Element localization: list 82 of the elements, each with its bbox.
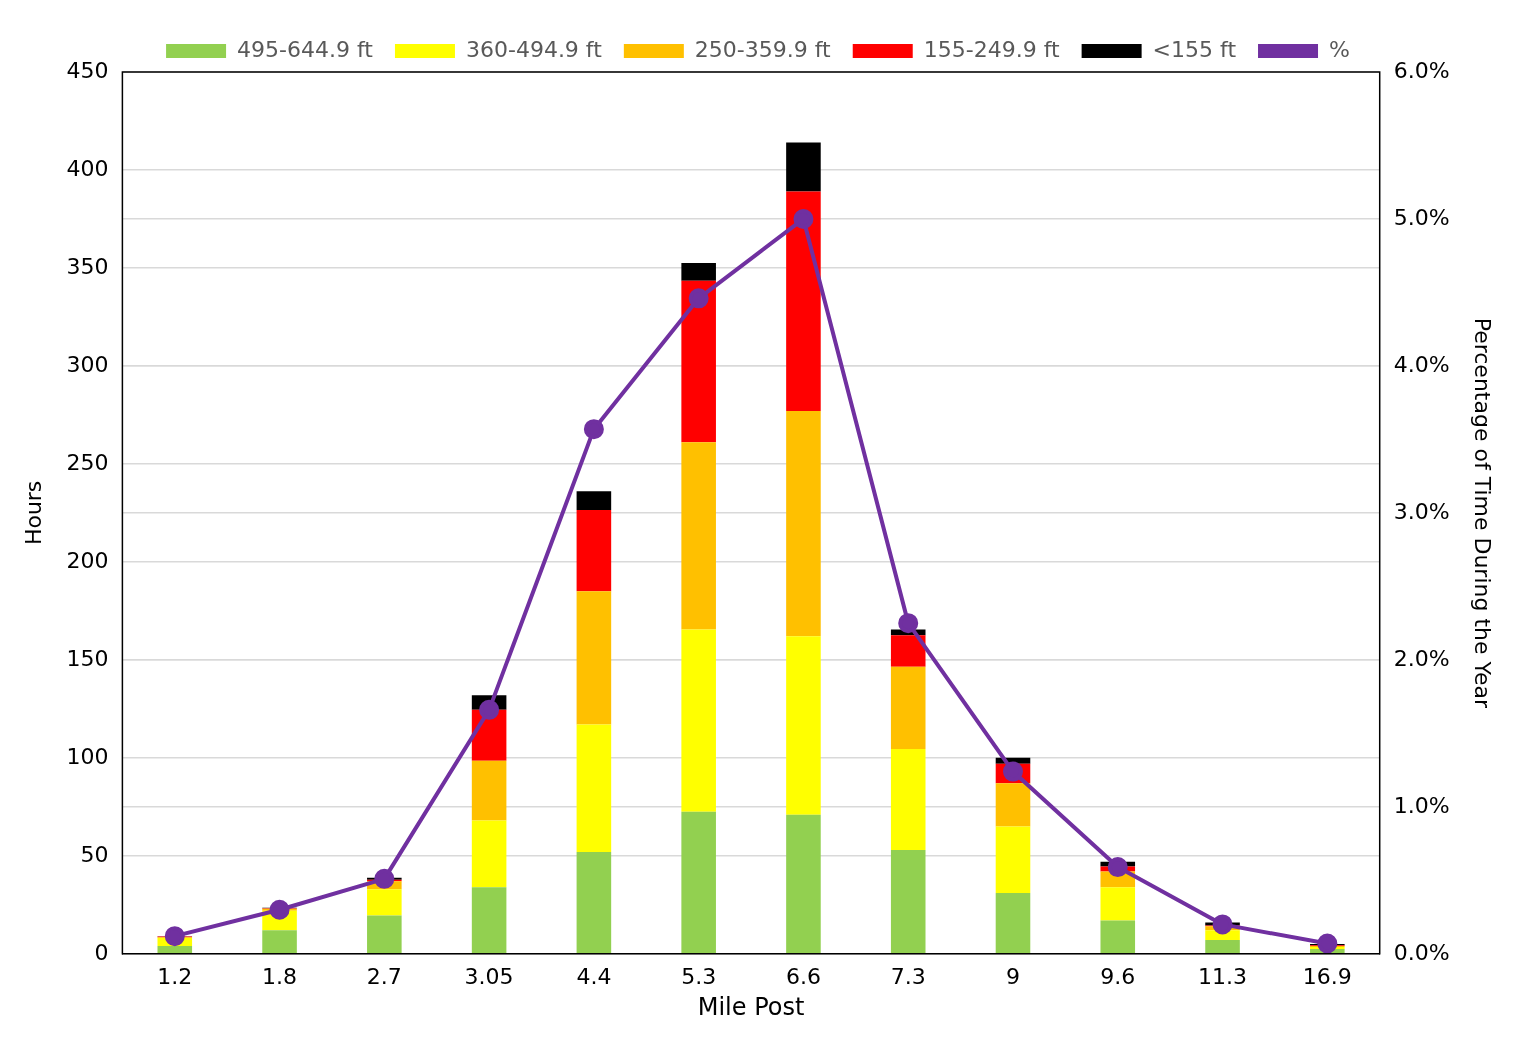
y2-tick-label: 1.0%: [1393, 792, 1450, 818]
y-tick-label: 50: [80, 841, 109, 867]
bar: [890, 635, 926, 667]
y-tick-label: 150: [66, 645, 109, 671]
bar: [786, 636, 821, 815]
y-tick-label: 0: [94, 939, 109, 965]
y2-axis-title: Percentage of Time During the Year: [1470, 317, 1496, 710]
x-tick-label: 6.6: [785, 963, 821, 989]
bar: [367, 889, 402, 916]
bar: [576, 724, 612, 852]
y2-tick-label: 5.0%: [1393, 204, 1450, 230]
y-tick-label: 350: [66, 253, 109, 279]
x-axis-title: Mile Post: [697, 992, 805, 1021]
bar: [995, 893, 1031, 954]
y2-tick-label: 2.0%: [1393, 645, 1450, 671]
bar: [471, 760, 507, 821]
x-tick-label: 1.2: [157, 963, 193, 989]
bar: [890, 749, 926, 850]
legend-label: %: [1329, 36, 1350, 62]
bar: [681, 629, 716, 812]
bar: [681, 263, 716, 281]
bar: [1100, 887, 1136, 921]
bar: [576, 591, 612, 725]
point: [1212, 914, 1233, 935]
bar: [1205, 940, 1240, 954]
legend-label: 360-494.9 ft: [465, 36, 603, 62]
bar: [1100, 920, 1136, 954]
legend-label: 250-359.9 ft: [694, 36, 832, 62]
point: [1002, 761, 1023, 782]
point: [583, 419, 604, 440]
bar: [890, 666, 926, 750]
x-tick-label: 4.4: [576, 963, 612, 989]
y-tick-label: 200: [66, 547, 109, 573]
point: [1107, 857, 1128, 878]
point: [479, 699, 500, 720]
bar: [890, 849, 926, 954]
y-tick-label: 250: [66, 449, 109, 475]
bar: [471, 887, 507, 954]
y-tick-label: 300: [66, 351, 109, 377]
y2-tick-label: 4.0%: [1393, 351, 1450, 377]
bar: [786, 191, 821, 411]
bar: [576, 509, 612, 592]
x-tick-label: 16.9: [1302, 963, 1352, 989]
bar: [786, 142, 821, 192]
legend-label: <155 ft: [1152, 36, 1237, 62]
bar: [262, 930, 297, 954]
bar: [786, 411, 821, 637]
x-tick-label: 9.6: [1100, 963, 1136, 989]
legend-label: 495-644.9 ft: [237, 36, 374, 62]
y-tick-label: 400: [66, 155, 109, 181]
y2-tick-label: 3.0%: [1393, 498, 1450, 524]
bar: [995, 783, 1031, 827]
bar: [367, 915, 402, 954]
bar: [157, 945, 193, 954]
bar: [995, 826, 1031, 894]
x-tick-label: 11.3: [1198, 963, 1248, 989]
x-tick-label: 9: [1005, 963, 1020, 989]
x-tick-label: 7.3: [890, 963, 926, 989]
y2-tick-label: 6.0%: [1393, 57, 1450, 83]
x-tick-label: 2.7: [366, 963, 402, 989]
legend-label: 155-249.9 ft: [923, 36, 1060, 62]
x-tick-label: 3.05: [464, 963, 514, 989]
bar: [681, 442, 716, 630]
y-tick-label: 450: [66, 57, 109, 83]
bar: [786, 814, 821, 954]
point: [164, 926, 185, 947]
point: [793, 208, 814, 229]
point: [898, 613, 919, 634]
bar: [576, 491, 612, 510]
point: [688, 288, 709, 309]
bar: [576, 851, 612, 954]
x-tick-label: 1.8: [262, 963, 298, 989]
y-axis-title: Hours: [20, 480, 46, 546]
y-tick-label: 100: [66, 743, 109, 769]
bar: [681, 811, 716, 954]
x-tick-label: 5.3: [681, 963, 717, 989]
point: [269, 899, 290, 920]
point: [1317, 933, 1338, 954]
point: [374, 868, 395, 889]
y2-tick-label: 0.0%: [1393, 939, 1450, 965]
bar: [681, 280, 716, 443]
bar: [471, 820, 507, 888]
